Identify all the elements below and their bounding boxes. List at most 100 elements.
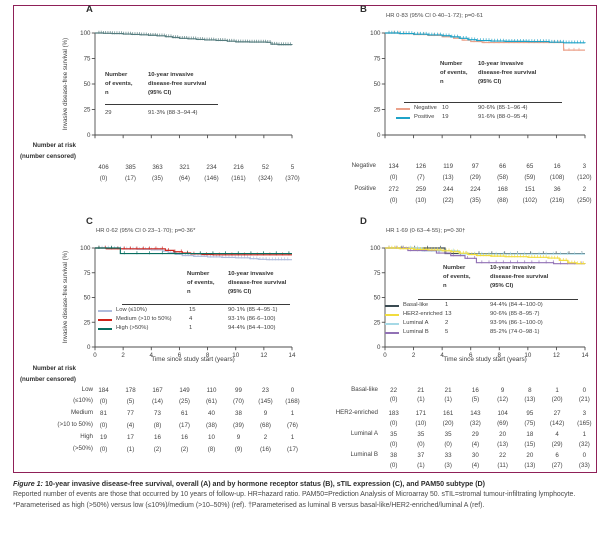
legend-label: Luminal B [403,329,429,335]
legend-swatch-luminal-b [385,332,399,334]
censored-count: (0) [389,396,398,403]
censored-count: (165) [577,420,592,427]
censored-count: (0) [99,422,108,429]
risk-count: 171 [415,410,427,417]
risk-count: 119 [443,163,454,170]
hr-annotation-B: HR 0·83 (95% CI 0·40–1·72); p=0·61 [386,13,484,19]
censored-count: (17) [178,422,190,429]
risk-censored-row: (0) (1) (2) (2) (8) (9) (16) (17) [90,446,306,453]
legend-label: HER2-enriched [403,311,443,317]
risk-count: 126 [415,163,427,170]
risk-count: 16 [471,387,479,394]
censored-count: (120) [577,174,592,181]
inset-header-survival: (95% CI) [478,79,502,85]
y-axis-label-C: Invasive disease-free survival (%) [61,250,69,344]
inset-header-survival: disease-free survival [228,280,287,286]
censored-count: (5) [471,396,480,403]
risk-count: 38 [235,410,242,417]
censored-count: (1) [417,462,425,469]
risk-table-header: Number at risk [32,142,76,149]
censored-count: (0) [99,175,108,182]
inset-events-value: 15 [189,307,196,313]
risk-censored-row: (0) (17) (35) (64) (146) (161) (324) (370) [90,175,306,182]
inset-survival-value: 85·2% (74·0–98·1) [490,329,540,335]
censored-count: (69) [497,420,509,427]
panel-label-D: D [360,216,367,227]
censored-count: (61) [205,398,217,405]
inset-rule [105,104,218,105]
inset-survival-value: 90·1% (85·4–95·1) [228,307,278,313]
inset-events-value: 4 [189,316,193,322]
risk-count: 104 [497,410,508,417]
risk-count: 1 [290,434,295,441]
risk-count: 321 [179,164,190,171]
censored-count: (21) [578,396,590,403]
panel-label-A: A [86,4,93,15]
risk-count: 66 [499,163,507,170]
inset-header-events: of events, [440,70,468,76]
risk-count: 143 [470,410,481,417]
risk-count: 18 [526,431,534,438]
censored-count: (370) [285,175,300,182]
censored-count: (9) [234,446,243,453]
censored-count: (11) [497,462,508,469]
inset-survival-value: 94·4% (84·4–100) [228,325,276,331]
risk-count: 36 [553,186,561,193]
censored-count: (14) [151,398,163,405]
risk-series-label: Medium [70,409,93,416]
inset-events-value: 10 [442,105,449,111]
inset-header-events: of events, [443,274,471,280]
hr-annotation-C: HR 0·62 (95% CI 0·23–1·70); p=0·36* [96,228,196,234]
risk-count: 6 [555,452,559,459]
inset-events-value: 1 [189,325,193,331]
legend-swatch-medium [98,319,112,321]
risk-count: 406 [98,164,109,171]
risk-count: 184 [98,387,109,394]
censored-count: (1) [444,396,452,403]
inset-header-survival: 10-year invasive [490,265,536,271]
risk-count: 161 [442,410,454,417]
censored-count: (17) [124,175,136,182]
censored-count: (4) [126,422,135,429]
risk-series-label: Luminal B [350,451,378,458]
caption-title-text: 10-year invasive disease-free survival, … [44,480,486,488]
risk-count: 22 [499,452,507,459]
risk-count: 224 [470,186,481,193]
inset-survival-value: 91·3% (88·3–94·4) [148,110,198,116]
inset-header-events: n [443,283,447,289]
risk-count: 95 [526,410,534,417]
inset-header-survival: (95% CI) [490,283,514,289]
censored-count: (32) [578,441,590,448]
risk-count: 216 [233,164,244,171]
inset-header-survival: disease-free survival [148,81,207,87]
censored-count: (13) [442,174,454,181]
inset-header-events: Number [443,265,466,271]
risk-count: 27 [553,410,561,417]
risk-censored-row: (0) (7) (13) (29) (58) (59) (108) (120) [380,174,598,181]
inset-header-survival: 10-year invasive [148,72,194,78]
censored-count: (39) [232,422,244,429]
inset-header-events: Number [440,61,463,67]
risk-count: 20 [526,452,534,459]
censored-count: (2) [180,446,189,453]
risk-count: 5 [290,164,295,171]
censored-count: (8) [207,446,216,453]
inset-survival-value: 94·4% (84·4–100·0) [490,302,543,308]
censored-count: (142) [549,420,565,427]
risk-count: 22 [390,387,398,394]
risk-values-row: 183 171 161 143 104 95 27 3 [380,410,598,417]
risk-count: 38 [390,452,398,459]
censored-count: (146) [204,175,219,182]
censored-count: (64) [178,175,190,182]
censored-count: (27) [551,462,563,469]
censored-count: (88) [497,197,509,204]
inset-header-survival: 10-year invasive [228,271,274,277]
inset-survival-value: 93·1% (86·6–100) [228,316,276,322]
censored-count: (250) [577,197,592,204]
risk-count: 21 [417,387,425,394]
censored-count: (0) [444,441,452,448]
risk-count: 16 [181,434,188,441]
risk-series-label: Low [81,386,93,393]
risk-censored-row: (0) (1) (3) (4) (11) (13) (27) (33) [380,462,598,469]
risk-values-row: 35 35 35 29 20 18 4 1 [380,431,598,438]
